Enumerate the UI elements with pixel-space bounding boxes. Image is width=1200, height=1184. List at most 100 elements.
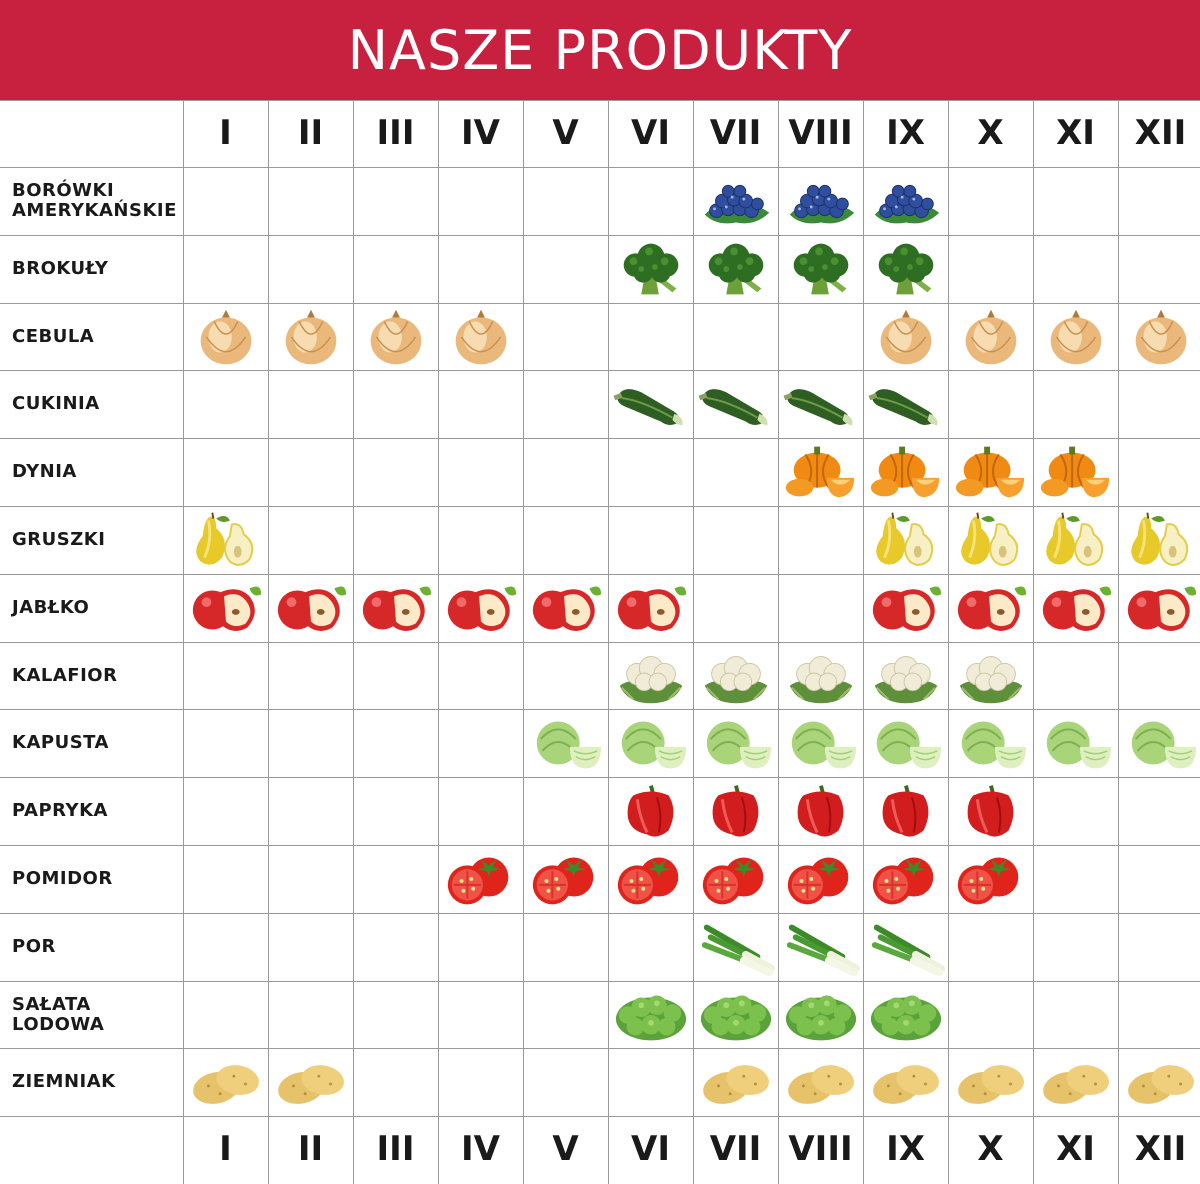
grid-line-vertical <box>863 100 864 1184</box>
pear-icon <box>1034 506 1118 574</box>
grid-line-vertical <box>183 100 184 1184</box>
product-label: KAPUSTA <box>12 732 109 754</box>
blueberry-icon <box>779 167 863 235</box>
potato-icon <box>1119 1048 1200 1116</box>
product-label: POMIDOR <box>12 868 113 889</box>
leek-icon <box>779 913 863 981</box>
product-label: BORÓWKI AMERYKAŃSKIE <box>12 180 177 221</box>
product-label: GRUSZKI <box>12 529 106 550</box>
cauliflower-icon <box>949 642 1033 710</box>
pumpkin-icon <box>864 438 948 506</box>
month-header-top: VIII <box>788 113 853 153</box>
grid-line-horizontal <box>0 438 1200 440</box>
month-header-top: IX <box>886 113 925 153</box>
zucchini-icon <box>694 370 778 438</box>
broccoli-icon <box>779 235 863 303</box>
month-header-bottom: XII <box>1134 1129 1187 1170</box>
grid-line-horizontal <box>0 777 1200 779</box>
grid-line-horizontal <box>0 100 1200 101</box>
potato-icon <box>1034 1048 1118 1116</box>
onion-icon <box>354 303 438 371</box>
month-header-top: I <box>219 113 232 153</box>
month-header-top: III <box>376 113 415 153</box>
lettuce-icon <box>609 981 693 1049</box>
cauliflower-icon <box>609 642 693 710</box>
potato-icon <box>694 1048 778 1116</box>
month-header-bottom: XI <box>1056 1129 1095 1170</box>
grid-line-horizontal <box>0 302 1200 304</box>
blueberry-icon <box>694 167 778 235</box>
tomato-icon <box>949 845 1033 913</box>
cabbage-icon <box>779 709 863 777</box>
grid-line-horizontal <box>0 1048 1200 1050</box>
broccoli-icon <box>694 235 778 303</box>
apple-icon <box>609 574 693 642</box>
grid-line-horizontal <box>0 573 1200 575</box>
month-header-top: X <box>977 113 1004 153</box>
apple-icon <box>1119 574 1200 642</box>
pear-icon <box>864 506 948 574</box>
month-header-bottom: IV <box>461 1129 500 1170</box>
product-label: BROKUŁY <box>12 257 109 279</box>
page-title: NASZE PRODUKTY <box>347 18 853 82</box>
product-label: SAŁATA LODOWA <box>12 993 105 1035</box>
title-banner: NASZE PRODUKTY <box>0 0 1200 100</box>
month-header-top: V <box>552 113 579 153</box>
potato-icon <box>779 1048 863 1116</box>
pumpkin-icon <box>779 438 863 506</box>
grid-line-vertical <box>948 100 949 1184</box>
product-label: ZIEMNIAK <box>12 1071 116 1093</box>
apple-icon <box>864 574 948 642</box>
grid-line-horizontal <box>0 845 1200 846</box>
month-header-bottom: V <box>552 1129 579 1170</box>
grid-line-horizontal <box>0 641 1200 643</box>
grid-line-vertical <box>523 100 524 1184</box>
apple-icon <box>184 574 268 642</box>
product-label: PAPRYKA <box>12 800 108 822</box>
apple-icon <box>949 574 1033 642</box>
month-header-top: IV <box>461 113 500 153</box>
product-label: KALAFIOR <box>12 664 118 686</box>
cauliflower-icon <box>694 642 778 710</box>
onion-icon <box>864 303 948 371</box>
pepper-icon <box>779 777 863 845</box>
tomato-icon <box>694 845 778 913</box>
zucchini-icon <box>779 370 863 438</box>
cabbage-icon <box>1119 709 1200 777</box>
month-header-bottom: II <box>297 1129 324 1170</box>
product-label: CUKINIA <box>12 393 100 415</box>
pepper-icon <box>694 777 778 845</box>
cabbage-icon <box>609 709 693 777</box>
pepper-icon <box>864 777 948 845</box>
blueberry-icon <box>864 167 948 235</box>
product-label: JABŁKO <box>12 596 90 618</box>
tomato-icon <box>609 845 693 913</box>
grid-line-horizontal <box>0 506 1200 507</box>
pepper-icon <box>949 777 1033 845</box>
grid-line-horizontal <box>0 980 1200 982</box>
grid-line-vertical <box>438 100 439 1184</box>
tomato-icon <box>439 845 523 913</box>
apple-icon <box>269 574 353 642</box>
month-header-top: VII <box>709 113 762 153</box>
leek-icon <box>864 913 948 981</box>
grid-line-vertical <box>693 100 694 1184</box>
zucchini-icon <box>609 370 693 438</box>
pepper-icon <box>609 777 693 845</box>
onion-icon <box>269 303 353 371</box>
month-header-top: VI <box>631 113 670 153</box>
potato-icon <box>184 1048 268 1116</box>
pumpkin-icon <box>1034 438 1118 506</box>
product-label: POR <box>12 935 56 957</box>
cabbage-icon <box>864 709 948 777</box>
grid-line-horizontal <box>0 1116 1200 1118</box>
product-label: CEBULA <box>12 325 95 347</box>
month-header-bottom: VI <box>631 1129 670 1170</box>
month-header-top: II <box>297 113 324 153</box>
cabbage-icon <box>949 709 1033 777</box>
month-header-bottom: VIII <box>788 1129 853 1170</box>
month-header-bottom: X <box>977 1129 1004 1170</box>
cauliflower-icon <box>864 642 948 710</box>
tomato-icon <box>864 845 948 913</box>
potato-icon <box>269 1048 353 1116</box>
